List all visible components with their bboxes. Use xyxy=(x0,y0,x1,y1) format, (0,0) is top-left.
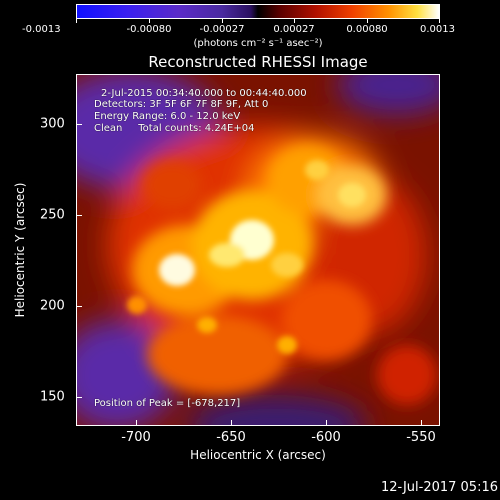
colorbar-tick-label: -0.0013 xyxy=(22,24,61,35)
colorbar-tick xyxy=(222,19,223,23)
plot-title: Reconstructed RHESSI Image xyxy=(148,53,368,71)
colorbar-units: (photons cm⁻² s⁻¹ asec⁻²) xyxy=(193,38,323,49)
colorbar-tick xyxy=(76,19,77,23)
colorbar-tick xyxy=(294,19,295,23)
colorbar-tick xyxy=(439,19,440,23)
y-axis-label: Heliocentric Y (arcsec) xyxy=(13,182,27,318)
x-tick-label: -600 xyxy=(311,430,341,445)
x-tick-mark xyxy=(136,420,137,426)
colorbar-tick xyxy=(367,19,368,23)
clean-counts: Clean Total counts: 4.24E+04 xyxy=(94,123,255,134)
colorbar-tick-label: -0.00027 xyxy=(199,24,245,35)
y-tick-mark xyxy=(76,306,82,307)
peak-position: Position of Peak = [-678,217] xyxy=(94,398,241,409)
rhessi-image-canvas xyxy=(77,75,439,425)
date-stamp: 12-Jul-2017 05:16 xyxy=(380,480,498,495)
x-tick-mark xyxy=(326,420,327,426)
colorbar-tick xyxy=(149,19,150,23)
y-tick-mark xyxy=(76,397,82,398)
rhessi-image xyxy=(76,74,440,426)
y-tick-label: 250 xyxy=(40,207,65,223)
colorbar xyxy=(76,4,440,19)
colorbar-tick-label: 0.00027 xyxy=(273,24,315,35)
y-tick-label: 300 xyxy=(40,116,65,132)
y-tick-label: 200 xyxy=(40,298,65,314)
x-tick-label: -650 xyxy=(216,430,246,445)
colorbar-tick-label: 0.00080 xyxy=(346,24,388,35)
colorbar-tick-label: 0.0013 xyxy=(420,24,455,35)
colorbar-tick-label: -0.00080 xyxy=(126,24,172,35)
detectors-info: Detectors: 3F 5F 6F 7F 8F 9F, Att 0 xyxy=(94,99,269,110)
y-tick-mark xyxy=(76,215,82,216)
x-tick-mark xyxy=(421,420,422,426)
y-tick-label: 150 xyxy=(40,389,65,405)
x-tick-label: -700 xyxy=(121,430,151,445)
x-tick-label: -550 xyxy=(406,430,436,445)
energy-range: Energy Range: 6.0 - 12.0 keV xyxy=(94,111,241,122)
x-tick-mark xyxy=(231,420,232,426)
x-axis-label: Heliocentric X (arcsec) xyxy=(190,448,326,462)
time-range: 2-Jul-2015 00:34:40.000 to 00:44:40.000 xyxy=(101,88,307,99)
y-tick-mark xyxy=(76,124,82,125)
